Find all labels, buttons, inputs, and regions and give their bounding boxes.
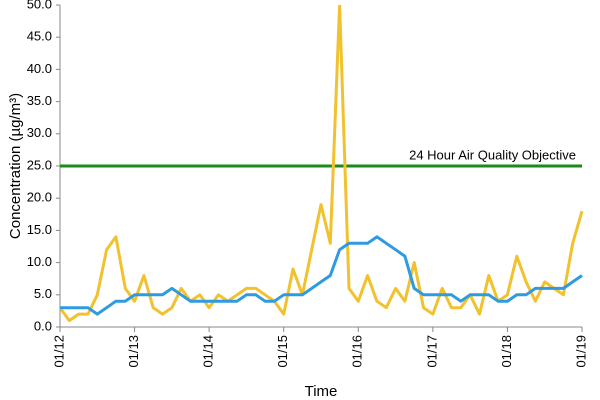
- y-tick-label: 20.0: [27, 190, 52, 205]
- y-tick-label: 45.0: [27, 29, 52, 44]
- x-tick-label: 01/15: [275, 335, 290, 368]
- threshold-label: 24 Hour Air Quality Objective: [409, 147, 576, 162]
- x-tick-label: 01/16: [350, 335, 365, 368]
- y-tick-label: 0.0: [34, 318, 52, 333]
- y-tick-label: 40.0: [27, 61, 52, 76]
- y-axis-label: Concentration (µg/m³): [7, 93, 24, 239]
- y-tick-label: 25.0: [27, 157, 52, 172]
- y-tick-label: 15.0: [27, 222, 52, 237]
- x-tick-label: 01/14: [201, 335, 216, 368]
- x-tick-label: 01/13: [126, 335, 141, 368]
- series-line: [60, 5, 584, 323]
- series-line: [60, 235, 583, 316]
- y-tick-label: 35.0: [27, 93, 52, 108]
- y-tick-label: 30.0: [27, 125, 52, 140]
- y-tick-label: 10.0: [27, 254, 52, 269]
- y-tick-label: 5.0: [34, 286, 52, 301]
- x-tick-label: 01/17: [424, 335, 439, 368]
- x-tick-label: 01/18: [499, 335, 514, 368]
- x-tick-label: 01/12: [51, 335, 66, 368]
- x-axis-label: Time: [305, 383, 338, 400]
- y-tick-label: 50.0: [27, 0, 52, 11]
- x-tick-label: 01/19: [573, 335, 588, 368]
